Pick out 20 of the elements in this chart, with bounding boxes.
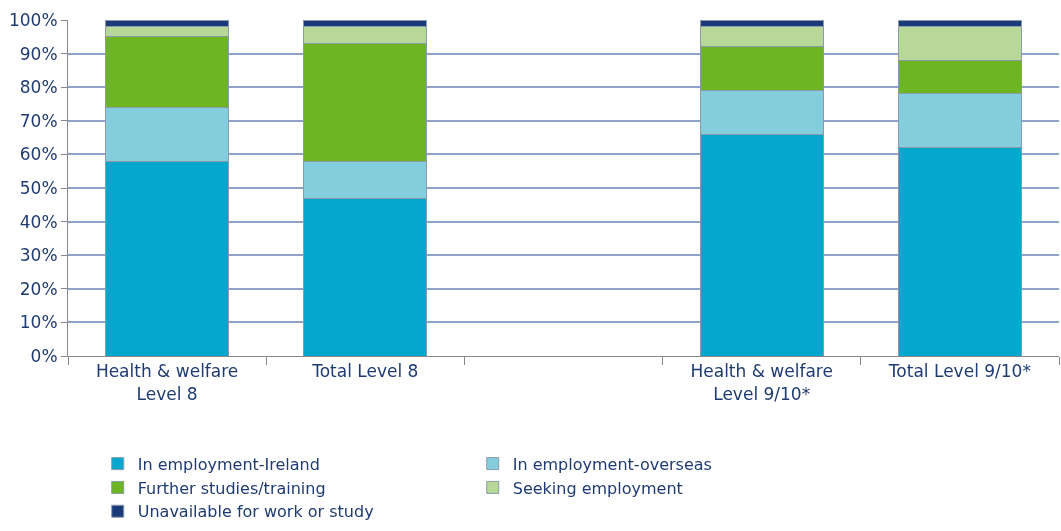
x-tick-label: Total Level 8 — [311, 361, 419, 382]
y-tick-label: 30% — [19, 245, 58, 266]
y-tick-label: 90% — [19, 43, 58, 64]
y-tick-label: 0% — [30, 345, 58, 366]
legend-label: Further studies/training — [137, 478, 326, 498]
y-tick-label: 40% — [19, 211, 58, 232]
x-tick-label: Total Level 9/10* — [887, 361, 1031, 382]
legend-label: Unavailable for work or study — [137, 502, 374, 522]
y-tick-label: 70% — [19, 110, 58, 131]
y-tick-label: 10% — [19, 312, 58, 333]
x-tick-label: Health & welfare Level 9/10* — [690, 361, 833, 404]
y-tick-label: 80% — [19, 77, 58, 98]
y-tick-label: 100% — [8, 9, 58, 30]
x-tick-label: Health & welfare Level 8 — [95, 361, 239, 404]
legend-label: Seeking employment — [512, 478, 683, 498]
legend-label: In employment-Ireland — [137, 454, 320, 474]
legend-label: In employment-overseas — [512, 454, 712, 474]
y-tick-label: 60% — [19, 144, 58, 165]
y-tick-label: 20% — [19, 278, 58, 299]
y-tick-label: 50% — [19, 177, 58, 198]
